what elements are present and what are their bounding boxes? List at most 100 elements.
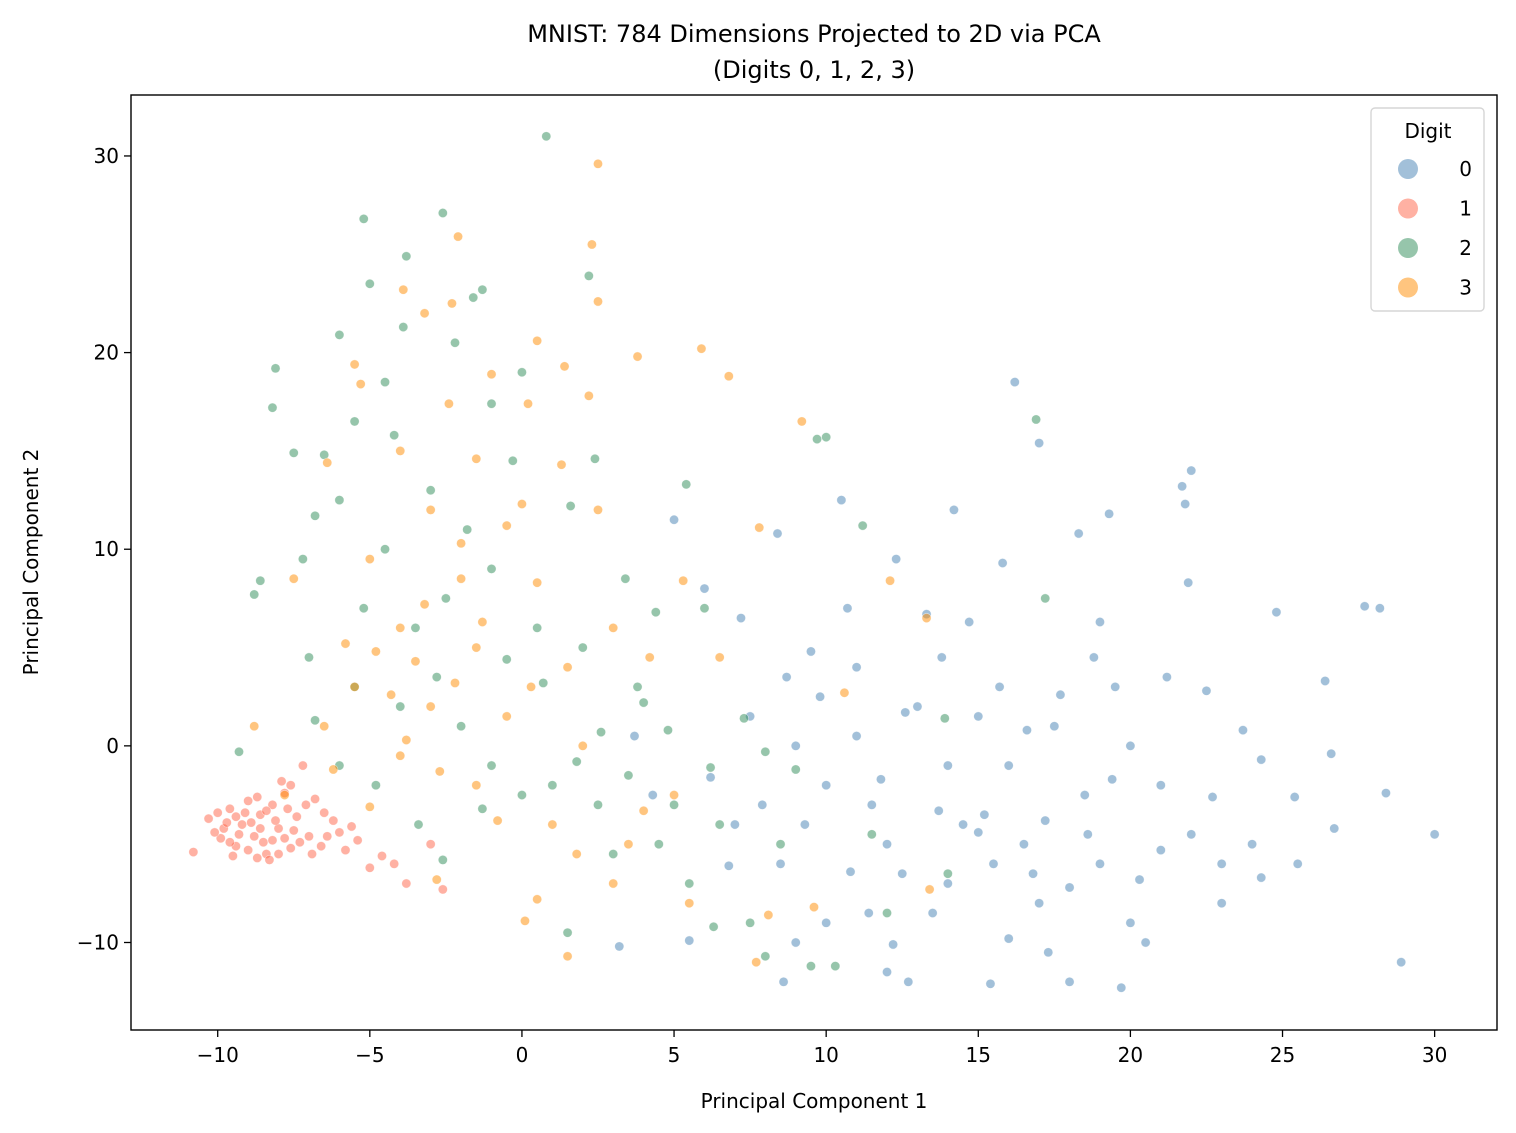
point-digit-1 [252,853,263,863]
legend: Digit 0 1 2 3 [1370,107,1485,312]
point-digit-1 [267,835,278,846]
point-digit-0 [1186,465,1197,476]
point-digit-0 [1055,689,1066,700]
point-digit-0 [949,505,959,515]
point-digit-0 [1110,681,1121,692]
point-digit-3 [532,577,543,588]
point-digit-3 [398,284,409,295]
point-digit-0 [1028,868,1038,879]
point-digit-2 [653,839,664,850]
point-digit-3 [431,874,442,885]
point-digit-3 [696,343,707,354]
point-digit-1 [228,851,238,861]
point-digit-0 [1043,947,1054,958]
point-digit-0 [1064,882,1075,893]
point-digit-0 [736,613,746,623]
point-digit-2 [507,455,518,466]
point-digit-3 [714,652,725,663]
x-tick-label: −10 [197,1043,239,1067]
point-digit-3 [885,575,895,586]
point-digit-2 [389,430,400,441]
point-digit-1 [188,847,199,857]
point-digit-3 [401,735,412,745]
point-digit-2 [517,367,527,378]
point-digit-1 [215,833,226,844]
point-digit-3 [583,390,594,401]
legend-label-2: 2 [1459,236,1472,260]
point-digit-2 [583,271,594,281]
point-digit-1 [401,878,412,889]
plot-frame [130,94,1498,1031]
point-digit-0 [778,976,789,987]
point-digit-3 [395,750,406,761]
point-digit-2 [437,855,448,865]
x-tick-label: −5 [355,1043,384,1067]
point-digit-3 [593,296,603,307]
point-digit-1 [288,825,299,836]
point-digit-1 [240,807,250,818]
point-digit-3 [471,453,482,464]
point-digit-0 [1134,874,1145,885]
point-digit-0 [891,554,902,564]
point-digit-0 [1359,601,1370,612]
point-digit-0 [1104,508,1115,519]
point-digit-0 [1381,788,1391,798]
point-digit-0 [927,908,938,918]
point-digit-0 [1180,499,1191,509]
point-digit-1 [389,858,400,869]
point-digit-0 [1329,823,1340,834]
point-digit-2 [401,251,412,262]
point-digit-0 [1396,957,1407,968]
point-digit-2 [705,762,716,773]
point-digit-0 [757,799,768,810]
point-digit-3 [364,554,375,564]
point-digit-0 [1003,933,1014,944]
point-digit-0 [997,558,1008,568]
point-digit-0 [647,790,658,800]
point-digit-0 [1238,725,1248,736]
point-digit-2 [745,917,756,928]
point-digit-2 [462,524,473,535]
point-digit-2 [684,878,695,889]
point-digit-2 [650,607,661,618]
point-digit-1 [243,845,254,855]
point-digit-2 [699,603,710,614]
point-digit-1 [224,837,235,848]
legend-label-1: 1 [1459,197,1472,221]
point-digit-0 [1073,528,1084,539]
point-digit-2 [486,398,497,409]
point-digit-1 [270,815,281,826]
point-digit-3 [471,780,482,791]
point-digit-0 [821,780,832,791]
point-digit-1 [294,837,305,848]
point-digit-0 [1216,858,1227,869]
chart-subtitle: (Digits 0, 1, 2, 3) [713,56,915,84]
point-digit-1 [249,831,260,842]
point-digit-3 [447,298,457,309]
point-digit-1 [209,827,220,838]
point-digit-0 [781,672,792,682]
point-digit-0 [1095,617,1105,627]
point-digit-3 [608,878,619,889]
point-digit-0 [1040,815,1051,826]
point-digit-3 [921,613,932,623]
point-digit-2 [708,921,719,932]
point-digit-0 [614,941,625,952]
point-digit-3 [562,662,573,673]
point-digit-1 [328,815,339,826]
point-digit-2 [806,961,816,971]
point-digit-2 [547,780,558,791]
point-digit-2 [371,780,381,791]
y-tick-label: 30 [94,144,119,168]
point-digit-0 [882,967,892,977]
point-digit-1 [273,849,284,859]
point-digit-2 [450,337,460,348]
point-digit-2 [358,603,369,614]
point-digit-0 [1256,754,1267,765]
point-digit-3 [322,457,333,468]
point-digit-0 [684,935,695,946]
point-digit-0 [1022,725,1032,736]
point-digit-2 [267,402,278,413]
point-digit-2 [358,213,369,224]
point-digit-1 [258,837,269,848]
